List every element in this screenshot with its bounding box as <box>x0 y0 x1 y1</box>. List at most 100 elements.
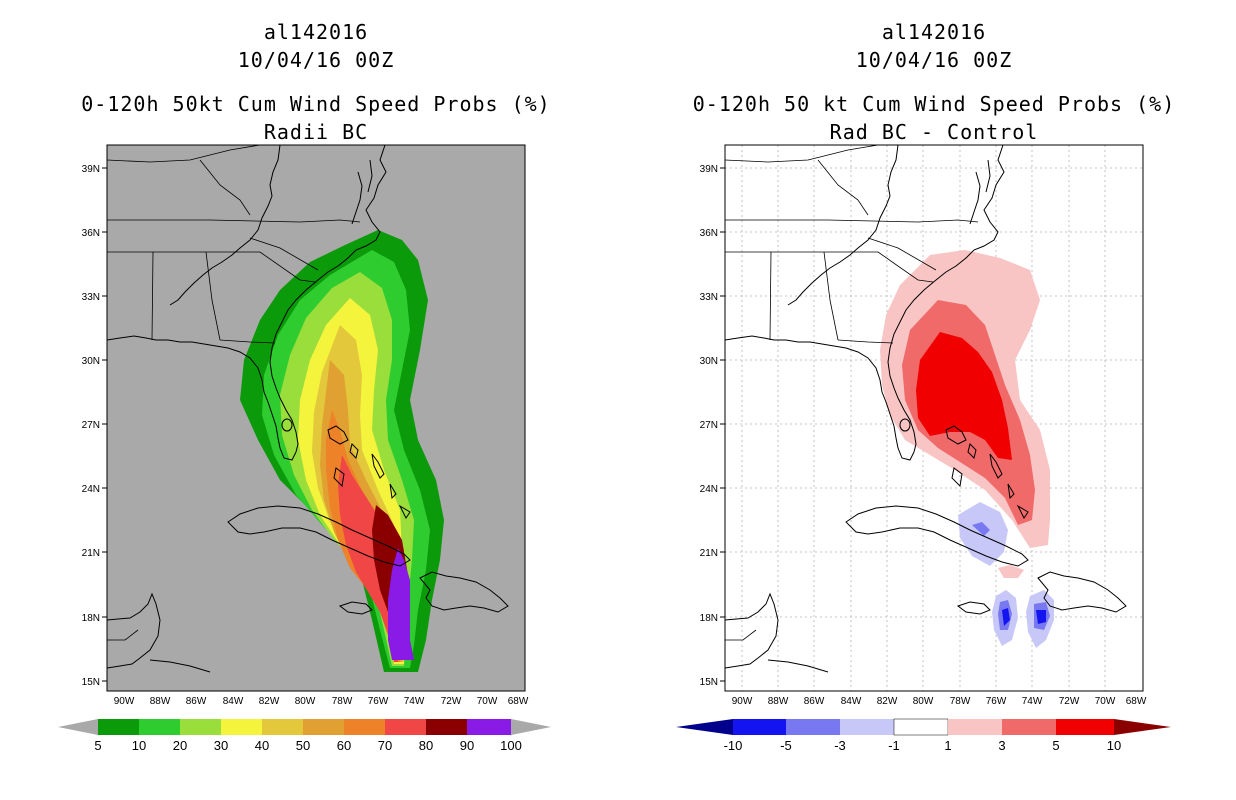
right-colorbar-label: 3 <box>998 738 1005 753</box>
left-storm-id: al142016 <box>263 20 369 44</box>
left-colorbar-label: 60 <box>337 738 351 753</box>
right-colorbar-label: 5 <box>1052 738 1059 753</box>
right-contour-neg5-b <box>1002 608 1010 626</box>
right-lon-label: 84W <box>841 696 862 707</box>
left-colorbar-label: 30 <box>214 738 228 753</box>
left-subtitle: Radii BC <box>263 120 369 144</box>
right-lon-label: 74W <box>1022 696 1043 707</box>
left-colorbar-bin <box>385 719 426 735</box>
right-lon-label: 70W <box>1095 696 1116 707</box>
right-lon-label: 78W <box>950 696 971 707</box>
left-axis-ticks <box>102 167 107 682</box>
right-colorbar-bin <box>733 719 786 735</box>
right-lon-label: 86W <box>804 696 825 707</box>
left-lat-label: 33N <box>82 292 100 303</box>
left-contour-90 <box>388 548 414 660</box>
right-storm-id: al142016 <box>881 20 987 44</box>
left-lon-label: 68W <box>508 696 529 707</box>
left-colorbar: 5 10 20 30 40 50 60 70 80 90 100 <box>58 719 551 753</box>
right-colorbar-bin <box>893 718 949 736</box>
right-contour-neg3 <box>972 522 990 536</box>
left-lon-label: 74W <box>404 696 425 707</box>
left-lon-label: 72W <box>441 696 462 707</box>
left-colorbar-label: 80 <box>419 738 433 753</box>
left-colorbar-bin <box>303 719 344 735</box>
left-map <box>106 144 526 692</box>
right-contour-neg5-c <box>1036 610 1046 624</box>
right-lon-label: 90W <box>732 696 753 707</box>
right-colorbar-label: -10 <box>724 738 743 753</box>
right-lat-label: 30N <box>700 356 718 367</box>
left-colorbar-label: 5 <box>94 738 101 753</box>
left-lon-label: 84W <box>223 696 244 707</box>
left-colorbar-bin <box>344 719 385 735</box>
left-lat-label: 39N <box>82 164 100 175</box>
left-lon-label: 76W <box>368 696 389 707</box>
right-colorbar-label: -5 <box>780 738 792 753</box>
left-colorbar-label: 20 <box>173 738 187 753</box>
left-lat-label: 18N <box>82 613 100 624</box>
left-colorbar-bin <box>221 719 262 735</box>
right-map <box>724 144 1144 692</box>
right-lon-labels: 90W 88W 86W 84W 82W 80W 78W 76W 74W 72W … <box>732 696 1147 707</box>
right-lon-label: 72W <box>1059 696 1080 707</box>
right-lon-label: 88W <box>768 696 789 707</box>
right-subtitle: Rad BC - Control <box>829 120 1039 144</box>
right-lat-label: 39N <box>700 164 718 175</box>
right-lat-labels: 39N 36N 33N 30N 27N 24N 21N 18N 15N <box>700 164 718 688</box>
left-colorbar-bin <box>98 719 139 735</box>
left-lon-labels: 90W 88W 86W 84W 82W 80W 78W 76W 74W 72W … <box>114 696 529 707</box>
right-lat-label: 33N <box>700 292 718 303</box>
right-gridlines <box>725 145 1143 691</box>
left-datetime: 10/04/16 00Z <box>237 48 395 72</box>
right-colorbar-high-arrow <box>1114 719 1171 735</box>
left-colorbar-label: 90 <box>460 738 474 753</box>
right-colorbar-bin <box>1056 719 1114 735</box>
right-lon-label: 80W <box>913 696 934 707</box>
left-lon-label: 82W <box>259 696 280 707</box>
left-colorbar-bin <box>262 719 303 735</box>
right-lon-label: 68W <box>1126 696 1147 707</box>
left-lat-label: 36N <box>82 228 100 239</box>
left-title: 0-120h 50kt Cum Wind Speed Probs (%) <box>81 92 551 116</box>
right-colorbar-label: 10 <box>1107 738 1121 753</box>
right-colorbar-label: -1 <box>888 738 900 753</box>
right-title: 0-120h 50 kt Cum Wind Speed Probs (%) <box>692 92 1176 116</box>
left-colorbar-bin <box>180 719 221 735</box>
right-colorbar-label: -3 <box>834 738 846 753</box>
left-lat-label: 30N <box>82 356 100 367</box>
left-lat-label: 27N <box>82 420 100 431</box>
right-lat-label: 15N <box>700 677 718 688</box>
left-colorbar-bin <box>467 719 511 735</box>
left-colorbar-low-arrow <box>58 719 98 735</box>
right-axis-ticks <box>720 167 725 682</box>
right-colorbar-bin <box>1002 719 1056 735</box>
left-lat-labels: 39N 36N 33N 30N 27N 24N 21N 18N 15N <box>82 164 100 688</box>
right-lat-label: 18N <box>700 613 718 624</box>
right-lon-label: 76W <box>986 696 1007 707</box>
right-contour-pos5 <box>916 332 1012 460</box>
left-lon-label: 78W <box>332 696 353 707</box>
right-colorbar-low-arrow <box>676 719 733 735</box>
right-colorbar-bin <box>948 719 1002 735</box>
right-datetime: 10/04/16 00Z <box>855 48 1013 72</box>
left-contour-70 <box>338 455 400 662</box>
right-lon-label: 82W <box>877 696 898 707</box>
right-colorbar: -10 -5 -3 -1 1 3 5 10 <box>676 718 1171 753</box>
left-colorbar-high-arrow <box>511 719 551 735</box>
left-lon-label: 70W <box>477 696 498 707</box>
left-colorbar-bin <box>426 719 467 735</box>
left-colorbar-label: 40 <box>255 738 269 753</box>
left-colorbar-label: 50 <box>296 738 310 753</box>
right-colorbar-bin <box>840 719 894 735</box>
right-lat-label: 21N <box>700 548 718 559</box>
left-colorbar-label: 100 <box>500 738 522 753</box>
left-lat-label: 24N <box>82 484 100 495</box>
left-lon-label: 88W <box>150 696 171 707</box>
right-difference-contours <box>880 250 1054 648</box>
right-colorbar-bin <box>786 719 840 735</box>
left-colorbar-bin <box>139 719 180 735</box>
right-lat-label: 36N <box>700 228 718 239</box>
right-contour-pos1-b <box>998 565 1024 578</box>
